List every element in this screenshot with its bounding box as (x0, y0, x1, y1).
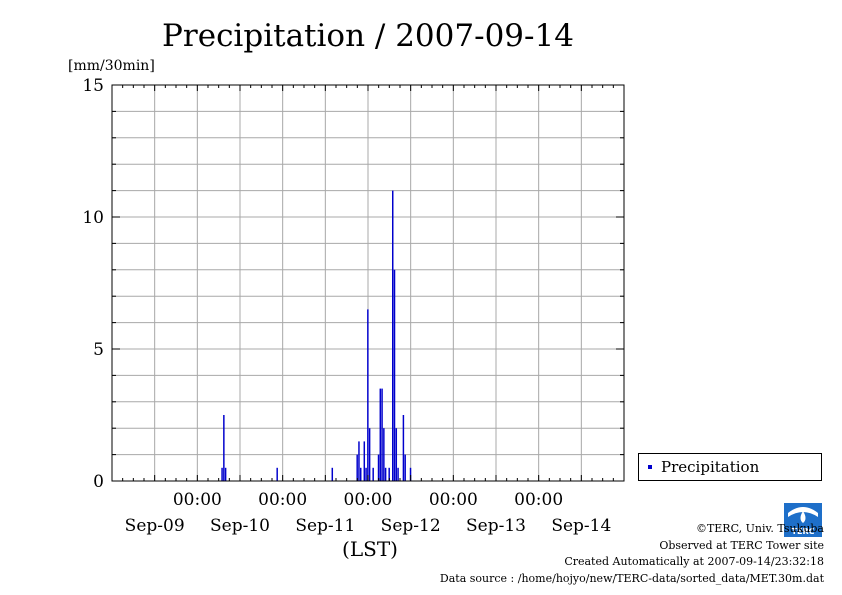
precipitation-bar (360, 467, 362, 481)
precipitation-bar (224, 467, 227, 481)
y-tick-label: 5 (93, 340, 104, 360)
data-source-line: Data source : /home/hojyo/new/TERC-data/… (439, 571, 824, 585)
precipitation-bar (221, 467, 223, 481)
precipitation-bar (381, 388, 383, 481)
precipitation-bar (368, 428, 371, 481)
precipitation-bar (384, 467, 387, 481)
precipitation-bar (392, 190, 394, 481)
x-date-label: Sep-12 (381, 516, 441, 536)
precipitation-bar (379, 388, 382, 481)
x-date-label: Sep-14 (551, 516, 611, 536)
x-time-label: 00:00 (344, 490, 393, 510)
precipitation-bar (356, 454, 358, 481)
axis-labels: 0 5 10 15 00:00 00:00 00:00 00:00 00:00 Sep-09 Sep… (82, 76, 611, 536)
x-time-label: 00:00 (258, 490, 307, 510)
x-time-label: 00:00 (173, 490, 222, 510)
x-date-label: Sep-09 (125, 516, 185, 536)
precipitation-bar (402, 415, 405, 481)
created-timestamp-line: Created Automatically at 2007-09-14/23:3… (564, 555, 824, 568)
terc-logo-text: TERC (792, 527, 815, 536)
bars (221, 190, 412, 481)
precipitation-bar (395, 428, 398, 481)
x-time-label: 00:00 (514, 490, 563, 510)
x-date-label: Sep-11 (295, 516, 355, 536)
precipitation-bar (377, 454, 380, 481)
precipitation-bar (409, 467, 412, 481)
precipitation-bar (276, 467, 278, 481)
y-axis-unit-label: [mm/30min] (68, 58, 155, 74)
x-date-label: Sep-10 (210, 516, 270, 536)
x-axis-title: (LST) (342, 537, 398, 561)
y-tick-label: 10 (82, 208, 104, 228)
legend-label: Precipitation (661, 458, 760, 476)
precipitation-bar (397, 467, 399, 481)
x-date-label: Sep-13 (466, 516, 526, 536)
chart-title: Precipitation / 2007-09-14 (162, 18, 574, 54)
terc-logo-drop (800, 511, 806, 523)
precipitation-bar (365, 467, 367, 481)
precipitation-bar (383, 428, 385, 481)
copyright-line: ©TERC, Univ. Tsukuba (695, 522, 824, 535)
terc-logo: TERC (784, 503, 822, 537)
precipitation-bar (331, 467, 334, 481)
y-tick-label: 15 (82, 76, 104, 96)
precipitation-bar (372, 467, 374, 481)
precipitation-bar (393, 269, 396, 481)
precipitation-bar (223, 415, 225, 481)
tick-marks (112, 85, 624, 481)
legend-swatch (648, 465, 652, 469)
credits: ©TERC, Univ. Tsukuba Observed at TERC To… (440, 521, 824, 587)
precipitation-bar (404, 454, 406, 481)
y-tick-label: 0 (93, 472, 104, 492)
precipitation-bar (363, 441, 366, 481)
precipitation-bar (388, 467, 390, 481)
observation-site-line: Observed at TERC Tower site (659, 538, 824, 552)
precipitation-bar (358, 441, 360, 481)
x-time-label: 00:00 (429, 490, 478, 510)
legend: Precipitation (638, 453, 822, 481)
precipitation-bar (367, 309, 369, 481)
